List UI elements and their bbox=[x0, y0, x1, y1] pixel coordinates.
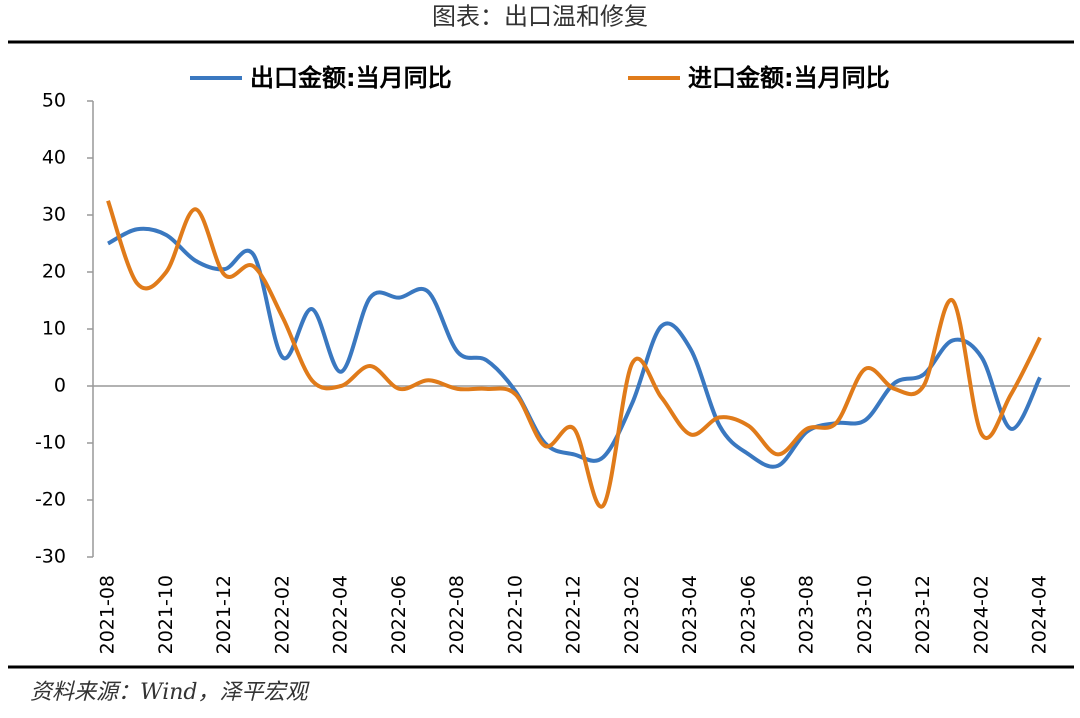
x-tick-label: 2023-02 bbox=[621, 575, 643, 654]
x-tick-label: 2023-06 bbox=[737, 575, 759, 654]
x-tick-label: 2023-04 bbox=[679, 575, 701, 654]
y-tick-label: -20 bbox=[35, 489, 66, 511]
x-tick-label: 2024-04 bbox=[1029, 575, 1051, 654]
x-tick-label: 2022-02 bbox=[271, 575, 293, 654]
source-note: 资料来源：Wind，泽平宏观 bbox=[30, 680, 311, 705]
x-tick-label: 2023-10 bbox=[854, 575, 876, 654]
y-tick-label: 30 bbox=[42, 204, 66, 226]
x-tick-label: 2022-12 bbox=[563, 575, 585, 654]
x-tick-label: 2022-06 bbox=[388, 575, 410, 654]
x-tick-label: 2022-10 bbox=[504, 575, 526, 654]
x-tick-label: 2021-10 bbox=[155, 575, 177, 654]
chart-title: 图表：出口温和修复 bbox=[432, 3, 648, 31]
legend-label: 进口金额:当月同比 bbox=[688, 64, 890, 92]
series-line bbox=[107, 226, 1042, 469]
legend-label: 出口金额:当月同比 bbox=[250, 64, 452, 92]
x-tick-label: 2022-04 bbox=[330, 575, 352, 654]
x-tick-label: 2023-08 bbox=[796, 575, 818, 654]
x-tick-label: 2024-02 bbox=[970, 575, 992, 654]
y-tick-label: 10 bbox=[42, 318, 66, 340]
y-tick-label: -10 bbox=[35, 432, 66, 454]
x-tick-label: 2021-08 bbox=[97, 575, 119, 654]
x-tick-label: 2022-08 bbox=[446, 575, 468, 654]
y-tick-label: -30 bbox=[35, 546, 66, 568]
series-line bbox=[106, 200, 1042, 509]
x-tick-label: 2023-12 bbox=[912, 575, 934, 654]
y-tick-label: 50 bbox=[42, 90, 66, 112]
y-tick-label: 0 bbox=[54, 375, 66, 397]
y-tick-label: 20 bbox=[42, 261, 66, 283]
x-tick-label: 2021-12 bbox=[213, 575, 235, 654]
y-tick-label: 40 bbox=[42, 147, 66, 169]
